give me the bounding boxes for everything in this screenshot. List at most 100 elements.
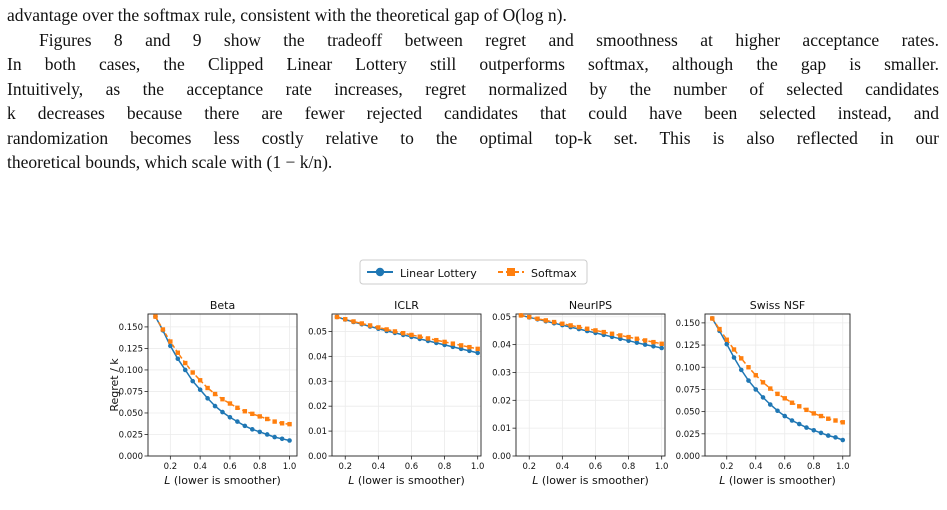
text-line-5: k decreases because there are fewer reje… bbox=[7, 103, 939, 123]
plot-frame-1 bbox=[331, 313, 482, 457]
point-0-0-16 bbox=[272, 434, 277, 440]
text-line-2: Figures 8 and 9 show the tradeoff betwee… bbox=[39, 29, 939, 50]
point-0-0-15 bbox=[264, 432, 270, 437]
y-tick-label-2-1: 0.01 bbox=[492, 424, 511, 434]
point-1-1-4 bbox=[367, 323, 373, 328]
x-tick-label-3-3: 0.8 bbox=[807, 462, 821, 472]
y-tick-label-3-3: 0.075 bbox=[676, 385, 700, 395]
point-0-1-16 bbox=[272, 419, 277, 424]
point-0-1-11 bbox=[235, 405, 240, 411]
series-line-1-1 bbox=[336, 316, 478, 350]
point-1-1-13 bbox=[442, 339, 447, 345]
y-tick-label-1-0: 0.00 bbox=[308, 452, 327, 462]
y-tick-label-0-1: 0.025 bbox=[119, 430, 143, 440]
x-tick-label-0-3: 0.8 bbox=[253, 462, 267, 472]
point-0-1-18 bbox=[287, 421, 292, 427]
point-3-0-11 bbox=[789, 418, 795, 423]
x-tick-label-1-4: 1.0 bbox=[471, 462, 485, 472]
point-3-1-8 bbox=[768, 386, 773, 391]
y-tick-label-2-5: 0.05 bbox=[492, 313, 511, 323]
point-0-0-3 bbox=[175, 356, 181, 362]
point-3-1-17 bbox=[833, 418, 838, 423]
point-3-1-2 bbox=[724, 337, 729, 342]
panel-title-1: ICLR bbox=[394, 299, 419, 312]
point-1-1-6 bbox=[384, 327, 389, 332]
point-0-1-2 bbox=[168, 339, 173, 344]
text-line-1: advantage over the softmax rule, consist… bbox=[7, 5, 567, 25]
series-line-3-0 bbox=[711, 318, 844, 441]
y-tick-label-0-5: 0.125 bbox=[119, 344, 143, 354]
y-tick-label-0-2: 0.050 bbox=[119, 409, 143, 419]
legend-box bbox=[359, 259, 588, 285]
point-1-1-2 bbox=[351, 319, 356, 324]
legend-linear-label: Linear Lottery bbox=[400, 267, 477, 280]
y-tick-label-1-5: 0.05 bbox=[308, 327, 327, 337]
point-0-1-15 bbox=[265, 416, 270, 422]
point-3-1-9 bbox=[775, 391, 780, 397]
x-tick-label-2-3: 0.8 bbox=[622, 462, 636, 472]
y-tick-label-0-0: 0.000 bbox=[119, 452, 143, 462]
y-tick-label-3-5: 0.125 bbox=[676, 341, 700, 351]
point-1-1-9 bbox=[409, 332, 414, 338]
y-axis-label: Regret / k bbox=[108, 358, 121, 412]
point-0-0-13 bbox=[250, 427, 255, 432]
point-1-1-5 bbox=[376, 325, 381, 330]
point-2-1-6 bbox=[568, 323, 573, 328]
panel-title-0: Beta bbox=[210, 299, 235, 312]
point-2-1-9 bbox=[593, 328, 598, 333]
series-line-0-1 bbox=[154, 316, 290, 425]
point-3-0-13 bbox=[804, 425, 809, 430]
point-2-1-8 bbox=[584, 326, 590, 331]
x-tick-label-2-0: 0.2 bbox=[522, 462, 536, 472]
point-2-1-17 bbox=[659, 341, 664, 346]
point-2-1-13 bbox=[626, 334, 631, 340]
panel-title-2: NeurIPS bbox=[569, 299, 612, 312]
point-0-1-3 bbox=[175, 350, 180, 355]
y-tick-label-3-1: 0.025 bbox=[676, 430, 700, 440]
point-3-1-18 bbox=[840, 420, 845, 425]
x-tick-label-2-1: 0.4 bbox=[556, 462, 570, 472]
point-3-0-18 bbox=[840, 437, 846, 443]
point-3-1-5 bbox=[746, 365, 751, 370]
x-tick-label-3-2: 0.6 bbox=[778, 462, 792, 472]
point-3-1-11 bbox=[789, 400, 795, 405]
plot-frame-3 bbox=[704, 313, 851, 457]
point-3-0-7 bbox=[760, 395, 766, 400]
point-2-1-16 bbox=[651, 339, 656, 345]
point-0-1-17 bbox=[279, 421, 285, 426]
text-line-6: randomization becomes less costly relati… bbox=[7, 127, 939, 148]
x-tick-label-0-2: 0.6 bbox=[223, 462, 237, 472]
point-3-1-14 bbox=[811, 411, 816, 416]
point-0-1-10 bbox=[227, 401, 233, 406]
y-tick-label-1-1: 0.01 bbox=[308, 427, 327, 437]
plot-frame-2 bbox=[515, 313, 666, 457]
point-2-0-14 bbox=[634, 340, 640, 345]
point-0-1-9 bbox=[220, 397, 225, 402]
point-0-0-7 bbox=[205, 396, 210, 401]
point-3-1-12 bbox=[797, 404, 802, 409]
point-0-0-10 bbox=[227, 414, 233, 420]
point-1-1-16 bbox=[467, 344, 472, 350]
point-2-0-13 bbox=[626, 338, 631, 344]
point-1-1-11 bbox=[425, 336, 431, 341]
point-3-1-4 bbox=[739, 356, 744, 361]
point-2-1-12 bbox=[618, 333, 623, 338]
point-0-0-14 bbox=[257, 429, 263, 435]
x-tick-label-3-4: 1.0 bbox=[836, 462, 850, 472]
point-0-0-17 bbox=[279, 436, 285, 442]
point-2-1-1 bbox=[527, 314, 532, 320]
x-axis-label-0: L (lower is smoother) bbox=[164, 474, 281, 487]
regret-smoothness-figure: Linear Lottery Softmax Regret / k 0.2 0.4 0.6… bbox=[108, 259, 851, 487]
y-tick-label-3-4: 0.100 bbox=[676, 363, 700, 373]
x-axis-label-1: L (lower is smoother) bbox=[348, 474, 465, 487]
point-0-1-1 bbox=[160, 327, 166, 332]
point-3-0-9 bbox=[775, 408, 780, 414]
point-0-0-2 bbox=[168, 343, 173, 349]
point-2-1-14 bbox=[634, 336, 640, 341]
x-tick-label-0-0: 0.2 bbox=[164, 462, 178, 472]
point-0-1-6 bbox=[197, 378, 203, 383]
point-3-0-16 bbox=[825, 433, 831, 438]
point-0-0-6 bbox=[197, 387, 203, 393]
body-text: advantage over the softmax rule, consist… bbox=[7, 3, 939, 175]
y-tick-label-0-4: 0.100 bbox=[119, 366, 143, 376]
